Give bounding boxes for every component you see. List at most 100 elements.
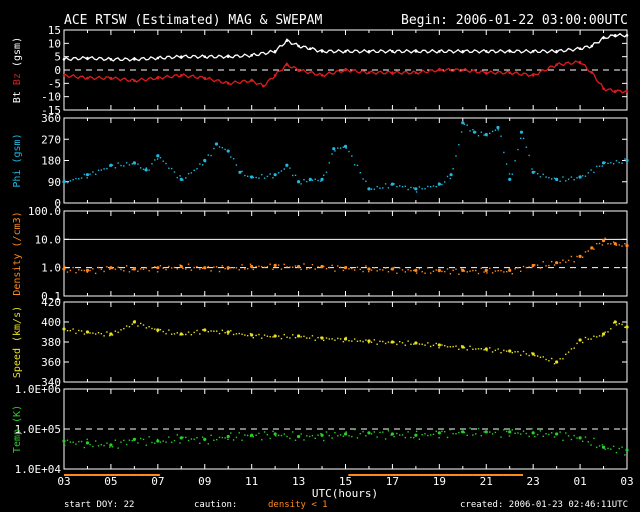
density-scatter-dot — [382, 269, 384, 271]
density-scatter-dot — [297, 266, 300, 268]
speed-scatter-dot — [331, 338, 333, 340]
phi-point — [531, 170, 535, 174]
caution-bar-segment — [458, 474, 462, 476]
density-scatter-dot — [269, 263, 271, 265]
caution-bar-segment — [469, 474, 473, 476]
temp-point — [226, 434, 230, 439]
speed-scatter-dot — [159, 328, 162, 331]
temp-scatter-dot — [539, 430, 542, 432]
speed-scatter-dot — [142, 324, 145, 326]
phi-scatter-dot — [75, 177, 77, 180]
temp-scatter-dot — [337, 435, 339, 437]
speed-point — [437, 343, 441, 347]
density-scatter-dot — [376, 270, 378, 272]
phi-scatter-dot — [370, 188, 373, 190]
temp-point — [179, 436, 183, 440]
temp-scatter-dot — [187, 439, 190, 442]
bt-point — [602, 36, 605, 40]
speed-scatter-dot — [109, 334, 111, 337]
density-scatter-dot — [111, 267, 114, 270]
temp-scatter-dot — [511, 429, 513, 431]
speed-scatter-dot — [294, 336, 297, 339]
temp-scatter-dot — [351, 435, 353, 438]
bt-point — [461, 50, 465, 53]
bz-point — [133, 79, 136, 82]
phi-scatter-dot — [331, 153, 333, 155]
temp-scatter-dot — [134, 438, 136, 440]
mag-y-tick-label: -5 — [48, 77, 61, 90]
temp-scatter-dot — [505, 430, 508, 433]
phi-scatter-dot — [230, 156, 232, 158]
temp-scatter-dot — [522, 430, 525, 432]
bt-point — [179, 55, 183, 58]
speed-scatter-dot — [477, 348, 480, 350]
phi-scatter-dot — [199, 163, 201, 165]
density-scatter-dot — [404, 271, 407, 273]
phi-scatter-dot — [213, 147, 215, 150]
phi-scatter-dot — [359, 172, 361, 174]
speed-scatter-dot — [156, 330, 159, 333]
bt-point — [531, 50, 535, 53]
density-scatter-dot — [458, 273, 460, 275]
phi-scatter-dot — [528, 154, 530, 157]
caution-bar-segment — [123, 474, 127, 476]
speed-scatter-dot — [210, 330, 212, 332]
phi-scatter-dot — [446, 175, 449, 178]
density-scatter-dot — [413, 269, 415, 272]
caution-bar-segment — [455, 474, 459, 476]
speed-scatter-dot — [303, 335, 305, 338]
density-point — [531, 263, 535, 268]
temp-scatter-dot — [579, 437, 581, 439]
density-scatter-dot — [292, 266, 294, 268]
density-scatter-dot — [306, 268, 308, 270]
mag-y-tick-label: 15 — [48, 24, 61, 37]
temp-scatter-dot — [368, 432, 370, 434]
speed-scatter-dot — [165, 333, 167, 335]
caution-bar-segment — [156, 474, 160, 476]
temp-scatter-dot — [610, 448, 612, 450]
speed-scatter-dot — [607, 331, 609, 333]
caution-bar-segment — [109, 474, 113, 476]
temp-scatter-dot — [463, 431, 466, 434]
mag-y-tick-label: -10 — [41, 91, 61, 104]
bt-point — [226, 55, 230, 58]
speed-scatter-dot — [230, 330, 232, 332]
phi-scatter-dot — [86, 177, 88, 179]
phi-scatter-dot — [421, 188, 423, 190]
temp-scatter-dot — [390, 434, 392, 436]
speed-point — [109, 332, 113, 336]
speed-scatter-dot — [601, 335, 604, 337]
temp-scatter-dot — [297, 436, 300, 438]
phi-point — [508, 177, 512, 181]
speed-scatter-dot — [255, 334, 257, 337]
phi-scatter-dot — [114, 167, 117, 169]
phi-scatter-dot — [486, 134, 488, 137]
temp-scatter-dot — [216, 438, 218, 441]
temp-scatter-dot — [142, 438, 145, 441]
temp-scatter-dot — [593, 437, 595, 440]
speed-scatter-dot — [410, 343, 412, 346]
speed-scatter-dot — [534, 354, 536, 357]
phi-scatter-dot — [435, 185, 437, 188]
x-tick-label: 13 — [292, 475, 305, 488]
density-scatter-dot — [604, 237, 606, 239]
density-scatter-dot — [460, 268, 463, 270]
speed-scatter-dot — [559, 358, 561, 360]
temp-scatter-dot — [542, 435, 544, 438]
density-scatter-dot — [339, 266, 342, 269]
caution-bar-segment — [497, 474, 501, 476]
speed-scatter-dot — [621, 323, 623, 326]
temp-scatter-dot — [570, 438, 573, 441]
caution-bar-segment — [145, 474, 149, 476]
phi-scatter-dot — [289, 167, 291, 169]
temp-scatter-dot — [517, 432, 519, 434]
caution-bar-segment — [441, 474, 445, 476]
phi-scatter-dot — [275, 173, 277, 176]
speed-scatter-dot — [393, 341, 395, 343]
phi-scatter-dot — [353, 164, 356, 166]
density-scatter-dot — [567, 259, 570, 262]
temp-scatter-dot — [232, 439, 235, 441]
temp-scatter-dot — [508, 435, 511, 437]
phi-scatter-dot — [520, 137, 522, 140]
caution-bar-segment — [140, 474, 144, 476]
